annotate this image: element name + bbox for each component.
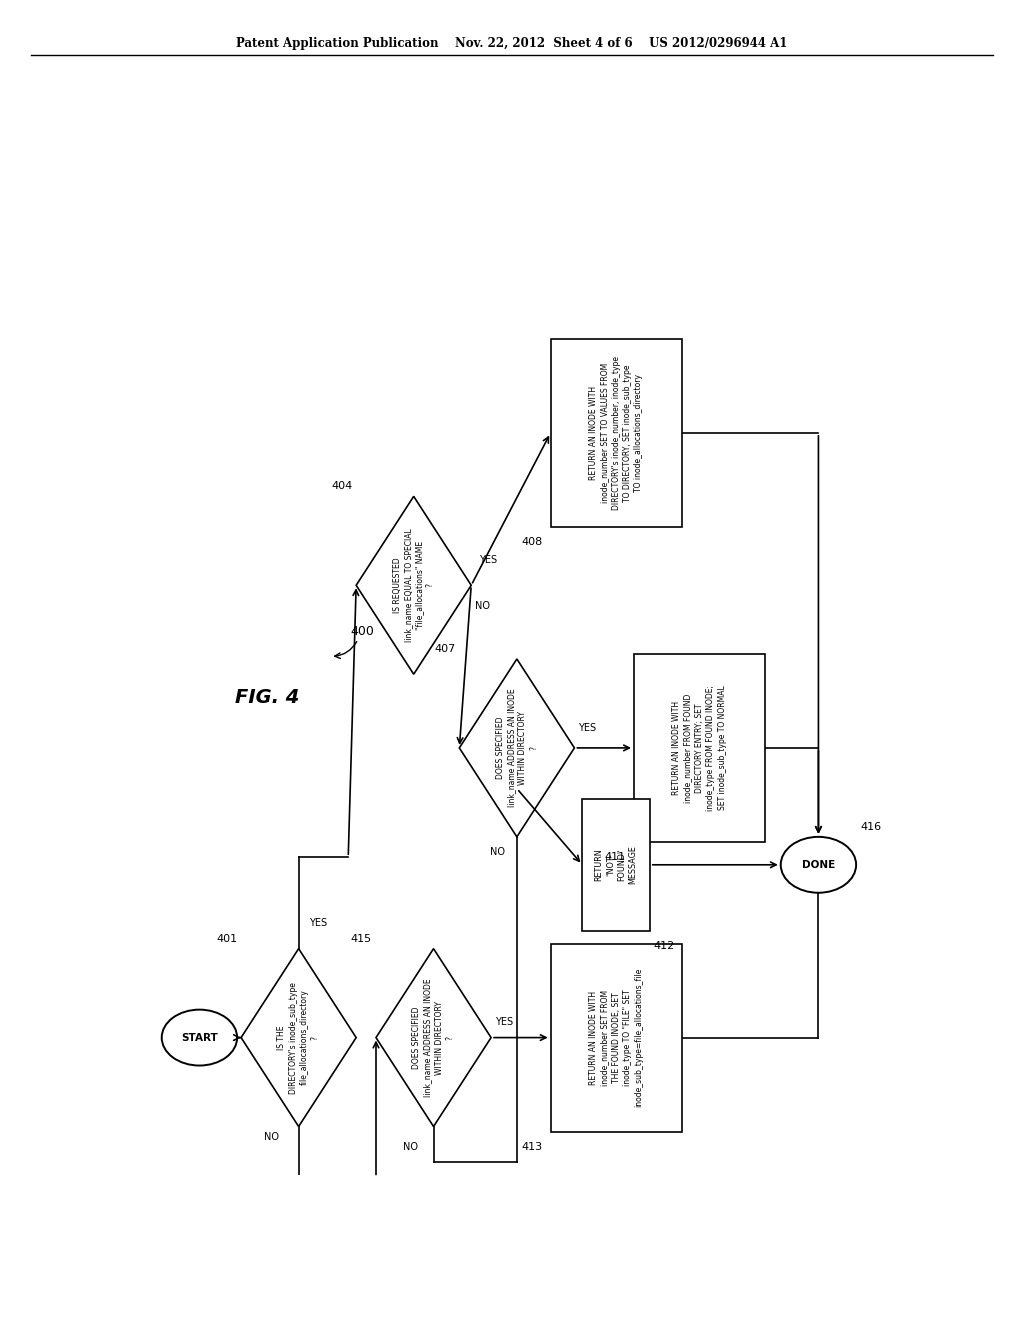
Text: FIG. 4: FIG. 4 [234, 688, 299, 706]
Text: 415: 415 [351, 933, 372, 944]
Bar [634, 653, 765, 842]
Polygon shape [356, 496, 471, 675]
Text: 404: 404 [331, 482, 352, 491]
Text: 407: 407 [434, 644, 456, 653]
Polygon shape [460, 659, 574, 837]
Text: 412: 412 [653, 941, 675, 952]
Text: 408: 408 [521, 537, 543, 546]
Text: START: START [181, 1032, 218, 1043]
Text: IS REQUESTED
link_name EQUAL TO SPECIAL
"file_allocations" NAME
?: IS REQUESTED link_name EQUAL TO SPECIAL … [392, 528, 435, 642]
Text: 413: 413 [521, 1142, 543, 1152]
Polygon shape [241, 949, 356, 1126]
Text: YES: YES [309, 919, 328, 928]
Text: NO: NO [475, 601, 490, 611]
Text: 416: 416 [860, 822, 882, 832]
Polygon shape [376, 949, 492, 1126]
Text: YES: YES [495, 1018, 513, 1027]
Bar [551, 944, 682, 1131]
Text: RETURN
"NOT-
FOUND"
MESSAGE: RETURN "NOT- FOUND" MESSAGE [594, 845, 638, 884]
Text: NO: NO [489, 847, 505, 857]
Ellipse shape [162, 1010, 238, 1065]
Text: RETURN AN INODE WITH
inode_number FROM FOUND
DIRECTORY ENTRY; SET
inode_type FRO: RETURN AN INODE WITH inode_number FROM F… [672, 685, 727, 810]
Text: DOES SPECIFIED
link_name ADDRESS AN INODE
WITHIN DIRECTORY
?: DOES SPECIFIED link_name ADDRESS AN INOD… [496, 689, 538, 808]
Text: RETURN AN INODE WITH
inode_number SET FROM
THE FOUND INODE, SET
inode_type TO "F: RETURN AN INODE WITH inode_number SET FR… [589, 968, 643, 1107]
Text: RETURN AN INODE WITH
inode_number SET TO VALUES FROM
DIRECTORY's inode_number, i: RETURN AN INODE WITH inode_number SET TO… [589, 356, 643, 510]
Text: NO: NO [402, 1142, 418, 1152]
Text: DOES SPECIFIED
link_name ADDRESS AN INODE
WITHIN DIRECTORY
?: DOES SPECIFIED link_name ADDRESS AN INOD… [413, 978, 455, 1097]
Text: 400: 400 [350, 624, 374, 638]
Bar [551, 339, 682, 527]
Text: IS THE
DIRECTORY's inode_sub_type
file_allocations_directory
?: IS THE DIRECTORY's inode_sub_type file_a… [278, 982, 319, 1093]
Text: 411: 411 [605, 853, 626, 862]
Text: DONE: DONE [802, 859, 835, 870]
Text: 401: 401 [216, 933, 238, 944]
Bar [583, 799, 650, 931]
Text: YES: YES [579, 722, 597, 733]
Text: YES: YES [479, 554, 498, 565]
Ellipse shape [780, 837, 856, 892]
Text: Patent Application Publication    Nov. 22, 2012  Sheet 4 of 6    US 2012/0296944: Patent Application Publication Nov. 22, … [237, 37, 787, 50]
Text: NO: NO [264, 1131, 279, 1142]
